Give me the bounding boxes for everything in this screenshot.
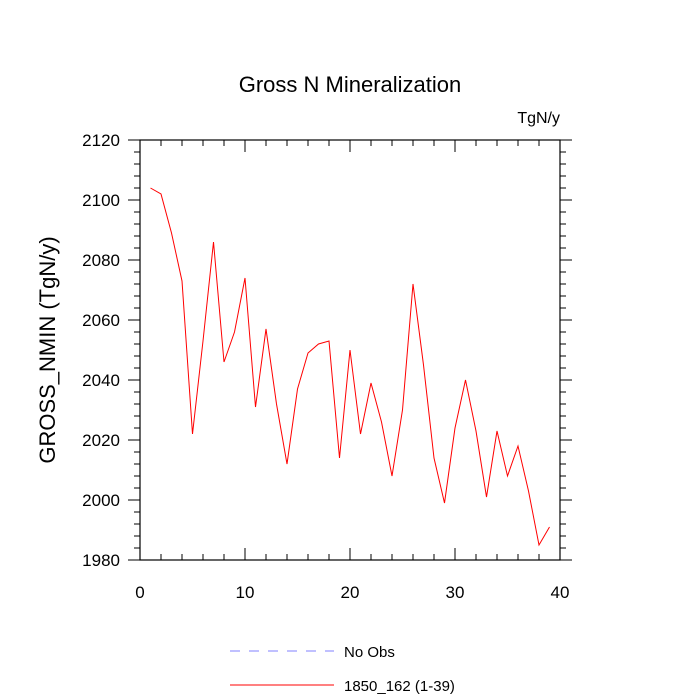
y-tick-label: 2040 xyxy=(82,371,120,390)
y-tick-label: 2000 xyxy=(82,491,120,510)
y-tick-label: 2120 xyxy=(82,131,120,150)
legend-label: 1850_162 (1-39) xyxy=(344,678,455,695)
x-tick-label: 0 xyxy=(135,583,144,602)
chart-title: Gross N Mineralization xyxy=(239,72,462,97)
x-tick-label: 10 xyxy=(236,583,255,602)
y-tick-label: 2100 xyxy=(82,191,120,210)
y-tick-label: 2060 xyxy=(82,311,120,330)
y-axis-label: GROSS_NMIN (TgN/y) xyxy=(35,236,60,463)
x-tick-label: 30 xyxy=(446,583,465,602)
x-tick-label: 40 xyxy=(551,583,570,602)
axis-ticks xyxy=(128,139,572,561)
legend-label: No Obs xyxy=(344,644,395,661)
x-tick-labels: 0 10 20 30 40 xyxy=(135,583,569,602)
y-tick-label: 1980 xyxy=(82,551,120,570)
units-label: TgN/y xyxy=(517,110,560,127)
series-lines xyxy=(150,187,550,547)
y-tick-labels: 1980 2000 2020 2040 2060 2080 2100 2120 xyxy=(82,131,120,570)
y-tick-label: 2080 xyxy=(82,251,120,270)
series-line xyxy=(150,187,550,547)
y-tick-label: 2020 xyxy=(82,431,120,450)
x-tick-label: 20 xyxy=(341,583,360,602)
legend: No Obs 1850_162 (1-39) xyxy=(230,644,455,695)
